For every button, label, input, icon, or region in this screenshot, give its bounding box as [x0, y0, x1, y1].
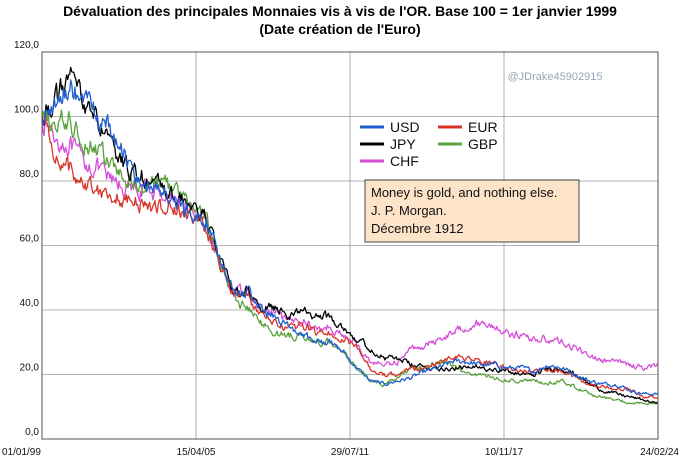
- chart-title: Dévaluation des principales Monnaies vis…: [63, 3, 617, 19]
- series-line-usd: [41, 79, 659, 397]
- legend-label-jpy: JPY: [390, 136, 416, 152]
- x-tick-label: 24/02/24: [640, 447, 679, 458]
- legend-label-usd: USD: [390, 119, 420, 135]
- x-tick-label: 10/11/17: [485, 447, 524, 458]
- y-tick-label: 20,0: [20, 363, 40, 374]
- legend-label-gbp: GBP: [468, 136, 498, 152]
- y-tick-label: 0,0: [25, 427, 39, 438]
- annotation-line: Décembre 1912: [371, 221, 464, 236]
- x-tick-label: 15/04/05: [177, 447, 216, 458]
- chart-subtitle: (Date création de l'Euro): [259, 21, 421, 37]
- annotation-background: [364, 179, 580, 243]
- x-tick-label: 01/01/99: [2, 447, 41, 458]
- y-tick-label: 100,0: [14, 105, 39, 116]
- y-tick-label: 60,0: [20, 234, 40, 245]
- series-line-jpy: [41, 66, 659, 405]
- legend-label-eur: EUR: [468, 119, 498, 135]
- series-lines: [41, 66, 659, 405]
- annotation-line: Money is gold, and nothing else.: [371, 185, 557, 200]
- y-tick-label: 120,0: [14, 40, 39, 51]
- y-tick-label: 40,0: [20, 298, 40, 309]
- watermark-text: @JDrake45902915: [508, 71, 603, 83]
- axes: 0,0 20,0 40,0 60,0 80,0 100,0 120,0 01/01/99 15/…: [2, 40, 679, 458]
- annotation-box: Money is gold, and nothing else. J. P. Mo…: [364, 179, 580, 243]
- annotation-line: J. P. Morgan.: [371, 203, 447, 218]
- series-line-chf: [41, 113, 659, 372]
- series-line-eur: [41, 115, 659, 399]
- series-line-gbp: [41, 106, 659, 405]
- grid: [41, 51, 659, 440]
- legend-label-chf: CHF: [390, 153, 419, 169]
- x-tick-label: 29/07/11: [331, 447, 370, 458]
- plot-frame: [41, 51, 659, 440]
- y-tick-label: 80,0: [20, 169, 40, 180]
- legend: USD EUR JPY GBP CHF: [360, 119, 498, 169]
